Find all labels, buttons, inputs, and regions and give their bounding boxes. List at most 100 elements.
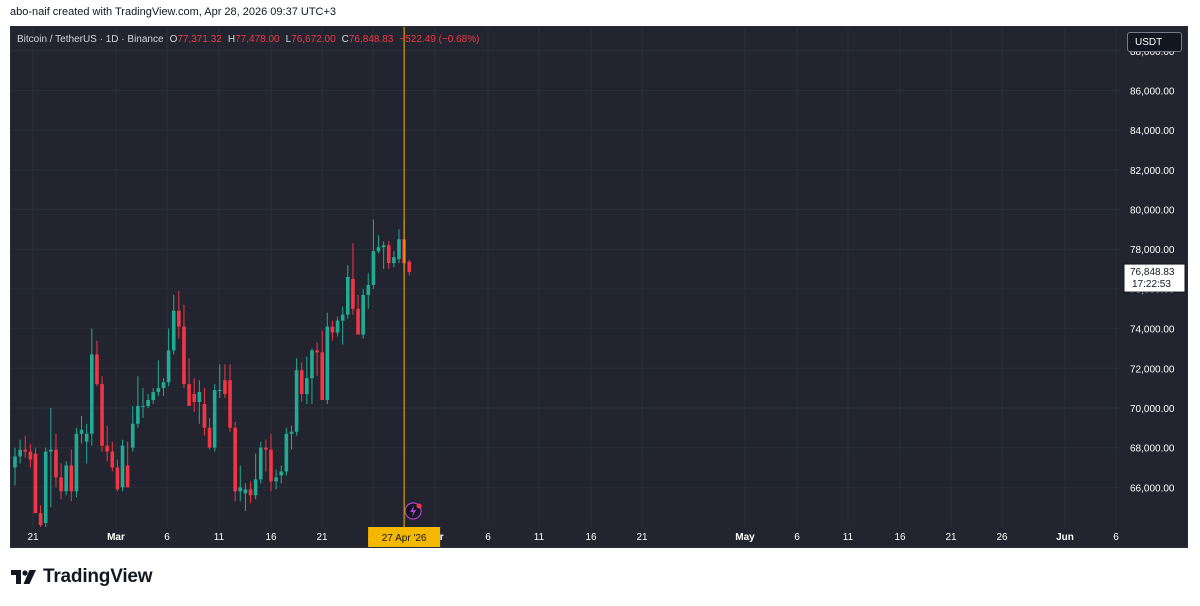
candle-body-up xyxy=(340,314,345,321)
candle-body-down xyxy=(269,449,273,482)
candle-body-up xyxy=(392,257,396,264)
candle-body-up xyxy=(376,247,381,252)
y-tick-label: 80,000.00 xyxy=(1130,206,1175,217)
high-label: H xyxy=(227,34,236,45)
candle-body-up xyxy=(361,294,365,335)
candle-body-up xyxy=(74,433,79,492)
candle-body-up xyxy=(79,429,84,434)
x-tick-label: 21 xyxy=(945,532,957,543)
x-tick-label: 11 xyxy=(843,532,854,543)
open-label: O xyxy=(169,34,178,45)
y-tick-label: 86,000.00 xyxy=(1130,86,1175,97)
y-tick-label: 82,000.00 xyxy=(1130,166,1175,177)
x-tick-label: 6 xyxy=(164,532,170,543)
x-tick-label: May xyxy=(735,532,755,543)
candle-body-down xyxy=(223,380,227,395)
open-value: 77,371.32 xyxy=(177,34,222,45)
candle-body-up xyxy=(279,471,284,476)
candle-body-up xyxy=(13,456,17,468)
candle-body-down xyxy=(23,449,28,452)
event-badge-dot xyxy=(416,503,422,509)
candle-body-up xyxy=(243,489,248,494)
candle-body-up xyxy=(141,405,145,407)
candle-body-down xyxy=(233,427,237,492)
candle-body-up xyxy=(212,390,217,448)
candle-body-up xyxy=(151,392,156,401)
lightning-icon xyxy=(410,505,417,517)
close-value: 76,848.83 xyxy=(348,34,394,45)
high-value: 77,478.00 xyxy=(235,34,280,45)
x-tick-label: 26 xyxy=(996,532,1008,543)
candle-body-down xyxy=(264,447,268,450)
chart-caption: abo-naif created with TradingView.com, A… xyxy=(10,6,337,18)
candle-body-up xyxy=(371,251,376,285)
candle-body-down xyxy=(330,326,335,333)
currency-button[interactable]: USDT xyxy=(1127,32,1182,52)
candle-body-up xyxy=(49,449,53,452)
x-tick-label: 16 xyxy=(265,532,277,543)
candle-body-down xyxy=(407,261,412,273)
candle-body-down xyxy=(115,467,120,490)
x-tick-label: 6 xyxy=(485,532,491,543)
candle-body-down xyxy=(386,245,391,264)
tradingview-logo-icon xyxy=(11,570,36,584)
candle-body-down xyxy=(207,427,212,448)
tradingview-logo[interactable]: TradingView xyxy=(11,566,153,588)
candle-body-up xyxy=(90,354,94,434)
x-tick-label: 6 xyxy=(1113,532,1119,543)
candle-body-up xyxy=(325,326,330,401)
last-price-box xyxy=(1123,263,1186,293)
candle-body-up xyxy=(156,388,161,393)
y-tick-label: 84,000.00 xyxy=(1130,126,1175,137)
candle-body-down xyxy=(33,453,38,514)
candle-body-up xyxy=(218,390,222,392)
symbol-info[interactable]: Bitcoin / TetherUS · 1D · Binance xyxy=(17,34,164,45)
x-tick-label: 21 xyxy=(316,532,328,543)
y-tick-label: 78,000.00 xyxy=(1130,245,1175,256)
candle-body-up xyxy=(274,477,278,482)
candle-body-down xyxy=(320,352,324,401)
candle-body-down xyxy=(105,445,109,452)
candle-body-up xyxy=(397,239,401,260)
candle-body-up xyxy=(43,451,48,524)
candle-body-up xyxy=(64,465,68,492)
candle-body-down xyxy=(182,326,186,385)
x-tick-label: Mar xyxy=(107,532,125,543)
candle-body-down xyxy=(95,354,99,385)
crosshair-date-label: 27 Apr '26 xyxy=(382,533,427,544)
candle-body-down xyxy=(38,513,43,526)
candle-body-down xyxy=(59,477,63,492)
y-tick-label: 88,000.00 xyxy=(1130,47,1175,58)
candle-body-down xyxy=(299,370,304,395)
x-tick-label: 21 xyxy=(636,532,648,543)
y-tick-label: 66,000.00 xyxy=(1130,483,1175,494)
candle-body-down xyxy=(100,384,104,446)
candle-body-down xyxy=(110,451,115,468)
candle-body-down xyxy=(177,310,181,327)
candle-body-up xyxy=(171,310,176,351)
price-change: −522.49 (−0.68%) xyxy=(399,34,480,45)
candle-body-down xyxy=(125,465,130,488)
candle-body-up xyxy=(18,449,22,457)
low-label: L xyxy=(285,34,292,45)
candle-body-up xyxy=(146,400,150,406)
candle-body-up xyxy=(161,382,166,389)
x-tick-label: 21 xyxy=(27,532,39,543)
candle-body-up xyxy=(253,479,258,496)
x-tick-label: 11 xyxy=(534,532,545,543)
plot-area xyxy=(11,27,1120,527)
candle-body-up xyxy=(310,350,314,379)
y-tick-label: 70,000.00 xyxy=(1130,404,1175,415)
candle-body-up xyxy=(294,370,299,432)
y-tick-label: 72,000.00 xyxy=(1130,364,1175,375)
candle-body-down xyxy=(315,350,319,353)
candle-body-down xyxy=(248,489,253,496)
y-tick-label: 68,000.00 xyxy=(1130,444,1175,455)
x-tick-label: 6 xyxy=(794,532,800,543)
candle-body-up xyxy=(136,405,140,424)
candle-body-up xyxy=(289,431,294,434)
x-tick-label: 16 xyxy=(585,532,597,543)
candle-body-down xyxy=(351,278,355,309)
candle-body-down xyxy=(202,403,207,428)
